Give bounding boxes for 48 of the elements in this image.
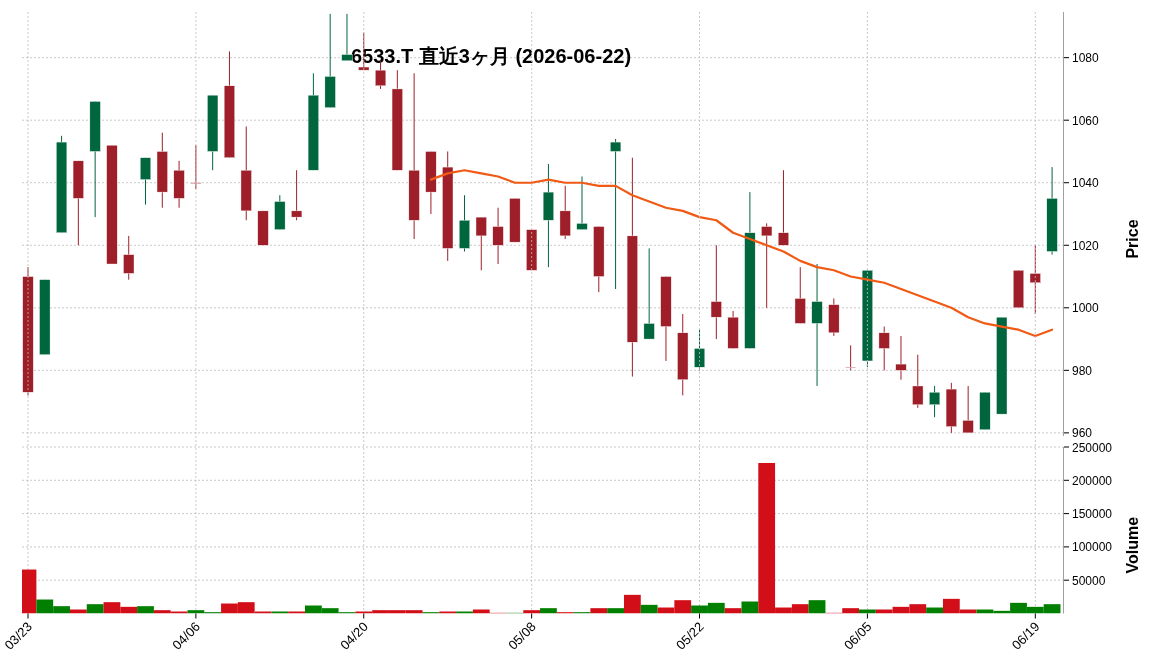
candlestick bbox=[643, 247, 655, 340]
candlestick bbox=[140, 157, 151, 206]
bar bbox=[640, 604, 658, 614]
y-tick-label: 100000 bbox=[1072, 540, 1113, 555]
y-tick-label: 50000 bbox=[1072, 573, 1106, 588]
bar bbox=[607, 608, 624, 614]
y-tick-label: 980 bbox=[1072, 363, 1093, 378]
y-tick-label: 150000 bbox=[1072, 507, 1113, 522]
y-tick-label: 1080 bbox=[1072, 51, 1100, 66]
bar bbox=[86, 604, 104, 614]
y-axis-title: Volume bbox=[1124, 516, 1141, 574]
bar bbox=[724, 608, 742, 614]
candlestick bbox=[190, 144, 202, 190]
candlestick bbox=[912, 354, 924, 409]
candlestick bbox=[123, 235, 135, 281]
y-tick-label: 200000 bbox=[1072, 473, 1113, 488]
candlestick bbox=[895, 335, 907, 381]
bar bbox=[842, 608, 860, 614]
candlestick bbox=[777, 169, 789, 246]
candlestick bbox=[475, 216, 487, 271]
candlestick bbox=[576, 175, 588, 231]
candlestick bbox=[341, 13, 353, 62]
bar bbox=[540, 608, 557, 614]
bar bbox=[590, 608, 608, 614]
y-axis-title: Price bbox=[1124, 219, 1141, 259]
text: 6533.T 直近3ヶ月 (2026-06-22) bbox=[350, 45, 632, 67]
y-tick-label: 250000 bbox=[1072, 440, 1113, 455]
candlestick bbox=[291, 169, 303, 221]
line-series bbox=[429, 169, 1054, 338]
y-tick-label: 1020 bbox=[1072, 238, 1100, 253]
candlestick bbox=[492, 207, 504, 265]
bar bbox=[808, 600, 826, 614]
candlestick bbox=[610, 138, 622, 290]
candlestick bbox=[710, 244, 722, 340]
bar bbox=[523, 610, 541, 614]
y-tick-label: 960 bbox=[1072, 426, 1093, 441]
y-tick-label: 1060 bbox=[1072, 113, 1100, 128]
candlestick bbox=[845, 344, 857, 371]
y-tick-label: 1040 bbox=[1072, 176, 1100, 191]
candlestick bbox=[1029, 244, 1041, 315]
bar bbox=[137, 606, 154, 614]
candlestick bbox=[929, 385, 941, 418]
candlestick bbox=[962, 385, 974, 434]
candlestick bbox=[761, 222, 773, 309]
candlestick bbox=[811, 263, 823, 387]
candlestick bbox=[878, 326, 890, 371]
y-tick-label: 1000 bbox=[1072, 301, 1100, 316]
bar bbox=[623, 594, 641, 614]
